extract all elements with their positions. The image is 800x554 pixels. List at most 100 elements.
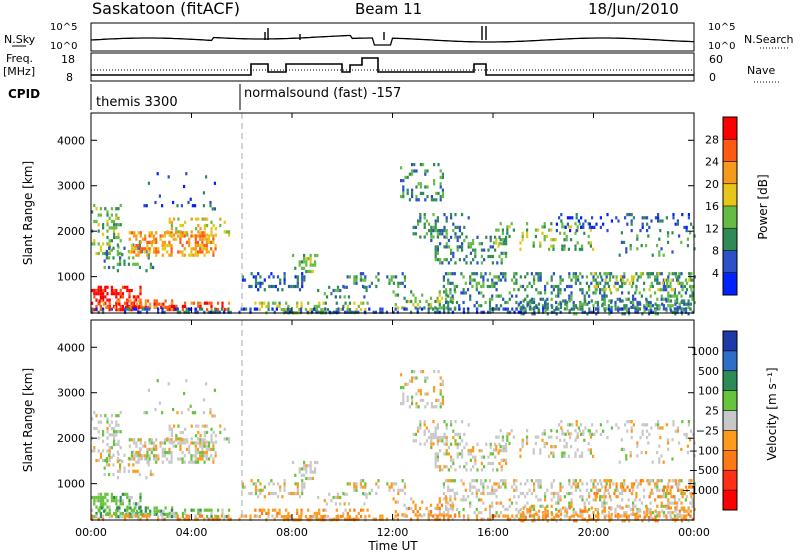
heatmap-cell: [190, 460, 193, 464]
heatmap-cell: [537, 482, 540, 486]
heatmap-cell: [639, 482, 642, 486]
heatmap-cell: [126, 285, 129, 289]
heatmap-cell: [141, 249, 144, 254]
heatmap-cell: [530, 284, 533, 289]
heatmap-cell: [568, 501, 571, 505]
heatmap-cell: [430, 432, 433, 436]
heatmap-cell: [647, 519, 651, 523]
heatmap-cell: [315, 515, 319, 519]
heatmap-cell: [173, 515, 176, 519]
heatmap-cell: [441, 175, 444, 179]
heatmap-cell: [414, 439, 417, 443]
heatmap-cell: [572, 514, 575, 518]
heatmap-cell: [634, 307, 637, 311]
heatmap-cell: [475, 488, 478, 492]
colorbar-tick-label: 4: [712, 267, 719, 280]
heatmap-cell: [656, 275, 659, 279]
heatmap-cell: [170, 440, 173, 444]
heatmap-cell: [199, 250, 202, 254]
heatmap-cell: [296, 482, 299, 486]
heatmap-cell: [630, 278, 634, 282]
heatmap-cell: [550, 445, 553, 449]
heatmap-cell: [671, 304, 674, 308]
heatmap-cell: [424, 405, 427, 409]
heatmap-cell: [362, 278, 365, 282]
heatmap-cell: [596, 300, 599, 305]
heatmap-cell: [110, 446, 113, 450]
heatmap-cell: [257, 281, 260, 285]
heatmap-cell: [157, 509, 161, 513]
heatmap-cell: [154, 407, 157, 412]
heatmap-cell: [416, 307, 419, 311]
heatmap-cell: [460, 479, 463, 483]
heatmap-cell: [276, 511, 279, 515]
heatmap-cell: [550, 491, 553, 496]
heatmap-cell: [610, 516, 613, 520]
heatmap-cell: [559, 281, 562, 285]
heatmap-cell: [139, 298, 142, 302]
heatmap-cell: [515, 281, 518, 285]
heatmap-cell: [632, 216, 635, 220]
heatmap-cell: [196, 457, 200, 461]
heatmap-cell: [519, 247, 522, 251]
heatmap-cell: [119, 446, 122, 450]
heatmap-cell: [267, 508, 270, 512]
heatmap-cell: [144, 444, 147, 448]
heatmap-cell: [592, 454, 595, 458]
heatmap-cell: [104, 301, 107, 305]
heatmap-cell: [648, 482, 651, 486]
heatmap-cell: [623, 275, 626, 279]
heatmap-cell: [625, 307, 628, 311]
heatmap-cell: [454, 213, 457, 217]
heatmap-cell: [566, 507, 569, 512]
heatmap-cell: [529, 305, 532, 309]
heatmap-cell: [432, 307, 435, 311]
heatmap-cell: [141, 237, 145, 241]
heatmap-cell: [588, 432, 591, 436]
heatmap-cell: [166, 512, 169, 516]
heatmap-cell: [442, 491, 445, 496]
heatmap-cell: [108, 505, 111, 509]
heatmap-cell: [170, 454, 173, 458]
heatmap-cell: [343, 502, 346, 506]
heatmap-cell: [565, 238, 568, 242]
heatmap-cell: [495, 304, 498, 308]
heatmap-cell: [667, 294, 670, 298]
heatmap-cell: [170, 244, 173, 248]
heatmap-cell: [645, 305, 648, 309]
heatmap-cell: [659, 219, 662, 223]
heatmap-cell: [462, 307, 465, 311]
heatmap-cell: [119, 466, 122, 470]
heatmap-cell: [423, 420, 426, 424]
heatmap-cell: [115, 502, 118, 506]
heatmap-cell: [130, 495, 133, 500]
heatmap-cell: [311, 269, 314, 274]
heatmap-cell: [511, 514, 514, 518]
heatmap-cell: [332, 495, 335, 500]
heatmap-cell: [126, 288, 129, 293]
heatmap-cell: [322, 515, 325, 519]
heatmap-cell: [203, 310, 206, 314]
heatmap-cell: [137, 438, 140, 442]
heatmap-cell: [104, 502, 107, 506]
heatmap-cell: [268, 275, 271, 279]
heatmap-cell: [474, 248, 477, 252]
heatmap-cell: [593, 432, 596, 436]
heatmap-cell: [656, 482, 659, 486]
heatmap-cell: [575, 216, 578, 220]
heatmap-cell: [106, 229, 109, 233]
heatmap-cell: [678, 234, 681, 238]
heatmap-cell: [161, 307, 164, 311]
heatmap-cell: [284, 517, 287, 521]
heatmap-cell: [667, 506, 670, 510]
heatmap-cell: [443, 229, 446, 233]
heatmap-cell: [131, 305, 134, 309]
heatmap-cell: [686, 237, 689, 241]
heatmap-cell: [681, 281, 684, 285]
heatmap-cell: [566, 307, 569, 311]
heatmap-cell: [228, 301, 231, 305]
heatmap-cell: [119, 256, 122, 260]
heatmap-cell: [450, 420, 453, 424]
heatmap-cell: [194, 247, 197, 251]
heatmap-cell: [543, 432, 546, 436]
